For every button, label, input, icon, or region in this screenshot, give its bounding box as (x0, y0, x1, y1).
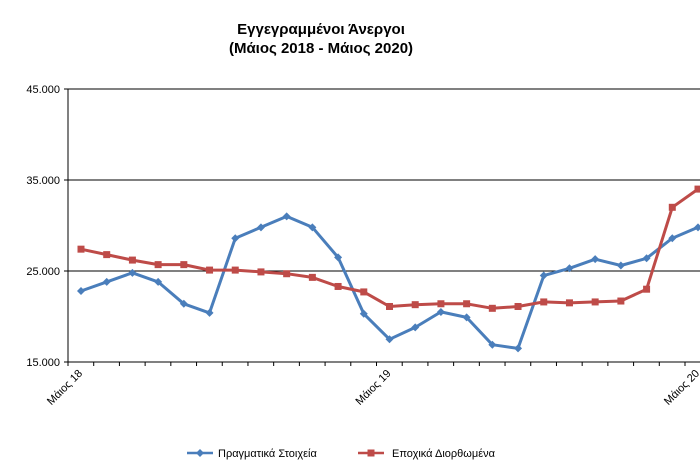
data-point (411, 323, 420, 332)
data-point (257, 268, 265, 276)
data-point (668, 234, 677, 243)
data-point (617, 297, 625, 305)
chart-subtitle: (Μάιος 2018 - Μάιος 2020) (229, 40, 413, 57)
x-tick-label: Μάιος 19 (354, 368, 394, 408)
data-point (154, 261, 162, 269)
data-point (77, 245, 85, 253)
data-point (514, 302, 522, 310)
series-1 (77, 212, 700, 353)
data-point (154, 277, 163, 286)
data-point (616, 261, 625, 270)
data-point (128, 268, 137, 277)
data-point (411, 301, 419, 309)
data-point (256, 223, 265, 232)
data-point (308, 223, 317, 232)
data-point (128, 256, 136, 264)
data-point (283, 270, 291, 278)
data-point (308, 273, 316, 281)
legend-marker (367, 449, 375, 457)
data-point (643, 285, 651, 293)
grid-lines (68, 88, 700, 363)
data-point (231, 234, 240, 243)
y-tick-label: 25.000 (26, 266, 60, 278)
series-2 (77, 185, 700, 312)
data-point (462, 313, 471, 322)
data-point (437, 300, 445, 308)
data-point (591, 255, 600, 264)
legend-item: Εποχικά Διορθωμένα (358, 448, 496, 460)
series-layer (77, 185, 700, 353)
data-point (282, 212, 291, 221)
data-point (540, 298, 548, 306)
data-point (642, 254, 651, 263)
data-point (514, 344, 523, 353)
data-point (179, 299, 188, 308)
data-point (205, 308, 214, 317)
legend: Πραγματικά Στοιχεία Εποχικά Διορθωμένα (187, 448, 496, 460)
legend-label: Εποχικά Διορθωμένα (392, 448, 496, 460)
y-tick-label: 15.000 (26, 357, 60, 369)
series-line (80, 214, 699, 350)
data-point (436, 307, 445, 316)
data-point (539, 271, 548, 280)
x-tick-label: Μάιος 20 (662, 368, 700, 408)
data-point (488, 304, 496, 312)
data-point (77, 287, 85, 296)
data-point (386, 302, 393, 310)
data-point (206, 266, 214, 274)
data-point (694, 223, 700, 232)
x-axis-ticks: Μάιος 18 Μάιος 19 Μάιος 20 (45, 362, 700, 408)
y-tick-label: 35.000 (26, 175, 60, 187)
data-point (694, 185, 700, 193)
data-point (668, 203, 676, 211)
data-point (463, 300, 471, 308)
data-point (231, 266, 239, 274)
data-point (334, 282, 342, 290)
y-tick-label: 45.000 (26, 84, 60, 96)
data-point (334, 253, 343, 262)
data-point (103, 251, 111, 259)
data-point (180, 261, 188, 269)
chart-title: Εγγεγραμμένοι Άνεργοι (237, 21, 405, 38)
x-tick-label: Μάιος 18 (45, 368, 85, 408)
data-point (102, 277, 111, 286)
axes (67, 89, 700, 363)
legend-label: Πραγματικά Στοιχεία (218, 448, 317, 460)
data-point (565, 299, 573, 307)
data-point (359, 309, 368, 318)
data-point (591, 298, 599, 306)
legend-item: Πραγματικά Στοιχεία (187, 448, 317, 460)
y-axis-ticks: 15.000 25.000 35.000 45.000 (26, 84, 68, 369)
data-point (385, 335, 394, 344)
data-point (488, 340, 497, 349)
series-line (80, 187, 699, 310)
data-point (360, 288, 368, 296)
data-point (565, 264, 574, 273)
legend-marker (196, 449, 204, 457)
